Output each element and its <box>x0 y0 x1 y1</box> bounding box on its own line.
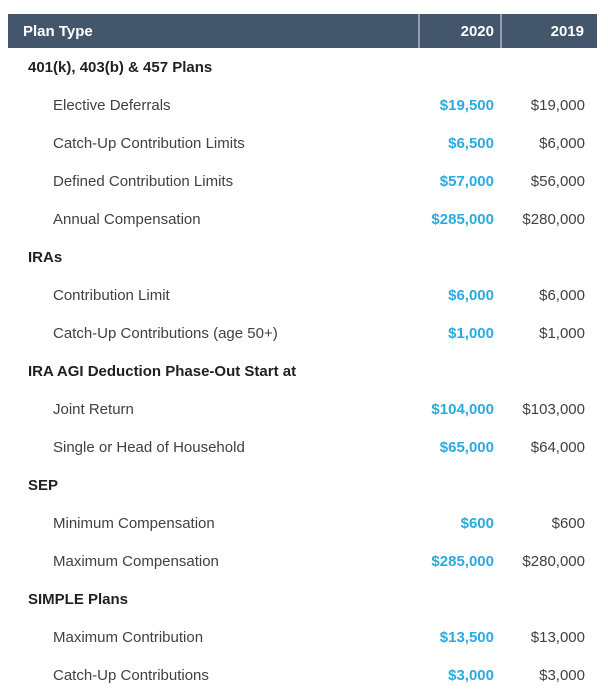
table-header: Plan Type 2020 2019 <box>8 14 597 48</box>
row-label: Maximum Contribution <box>53 628 204 646</box>
row-label: Joint Return <box>53 400 134 418</box>
table-body: 401(k), 403(b) & 457 Plans Elective Defer… <box>8 48 597 694</box>
value-2019: $103,000 <box>522 400 585 418</box>
row-label: Catch-Up Contributions <box>53 666 209 684</box>
row-label: Annual Compensation <box>53 210 201 228</box>
section-title: IRAs <box>28 248 63 266</box>
value-2019: $56,000 <box>530 172 585 190</box>
row-label: Elective Deferrals <box>53 96 171 114</box>
table-row: Maximum Compensation $285,000 $280,000 <box>8 542 597 580</box>
section-title: IRA AGI Deduction Phase-Out Start at <box>28 362 297 380</box>
row-label: Defined Contribution Limits <box>53 172 234 190</box>
value-2020: $104,000 <box>431 400 494 418</box>
value-2019: $600 <box>551 514 585 532</box>
value-2019: $6,000 <box>539 134 585 152</box>
value-2019: $64,000 <box>530 438 585 456</box>
row-label: Catch-Up Contribution Limits <box>53 134 245 152</box>
row-label: Maximum Compensation <box>53 552 219 570</box>
row-label: Catch-Up Contributions (age 50+) <box>53 324 278 342</box>
row-label: Single or Head of Household <box>53 438 245 456</box>
section-title: SEP <box>28 476 59 494</box>
value-2019: $6,000 <box>539 286 585 304</box>
section-title: 401(k), 403(b) & 457 Plans <box>28 58 213 76</box>
value-2019: $19,000 <box>530 96 585 114</box>
value-2020: $3,000 <box>448 666 494 684</box>
table-row: Elective Deferrals $19,500 $19,000 <box>8 86 597 124</box>
table-row: Catch-Up Contributions (age 50+) $1,000 $1… <box>8 314 597 352</box>
table-row: Catch-Up Contribution Limits $6,500 $6,000 <box>8 124 597 162</box>
row-label: Minimum Compensation <box>53 514 215 532</box>
contribution-limits-table: Plan Type 2020 2019 401(k), 403(b) & 457… <box>8 14 597 694</box>
table-row: Single or Head of Household $65,000 $64,00… <box>8 428 597 466</box>
value-2020: $600 <box>460 514 494 532</box>
table-row: Defined Contribution Limits $57,000 $56,00… <box>8 162 597 200</box>
value-2019: $1,000 <box>539 324 585 342</box>
value-2020: $1,000 <box>448 324 494 342</box>
section-title: SIMPLE Plans <box>28 590 129 608</box>
table-row: Maximum Contribution $13,500 $13,000 <box>8 618 597 656</box>
table-row: Catch-Up Contributions $3,000 $3,000 <box>8 656 597 694</box>
value-2020: $65,000 <box>439 438 494 456</box>
value-2020: $57,000 <box>439 172 494 190</box>
value-2020: $19,500 <box>439 96 494 114</box>
header-2020: 2020 <box>418 14 500 48</box>
table-row: Annual Compensation $285,000 $280,000 <box>8 200 597 238</box>
header-2019: 2019 <box>500 14 597 48</box>
value-2019: $280,000 <box>522 552 585 570</box>
value-2019: $3,000 <box>539 666 585 684</box>
value-2020: $285,000 <box>431 210 494 228</box>
row-label: Contribution Limit <box>53 286 170 304</box>
value-2020: $285,000 <box>431 552 494 570</box>
header-plan-type: Plan Type <box>23 22 93 40</box>
value-2019: $13,000 <box>530 628 585 646</box>
table-row: Minimum Compensation $600 $600 <box>8 504 597 542</box>
value-2019: $280,000 <box>522 210 585 228</box>
value-2020: $6,500 <box>448 134 494 152</box>
table-row: Contribution Limit $6,000 $6,000 <box>8 276 597 314</box>
value-2020: $13,500 <box>439 628 494 646</box>
value-2020: $6,000 <box>448 286 494 304</box>
table-row: Joint Return $104,000 $103,000 <box>8 390 597 428</box>
